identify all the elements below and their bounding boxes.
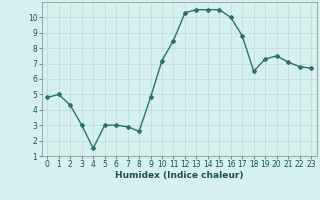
X-axis label: Humidex (Indice chaleur): Humidex (Indice chaleur)	[115, 171, 244, 180]
